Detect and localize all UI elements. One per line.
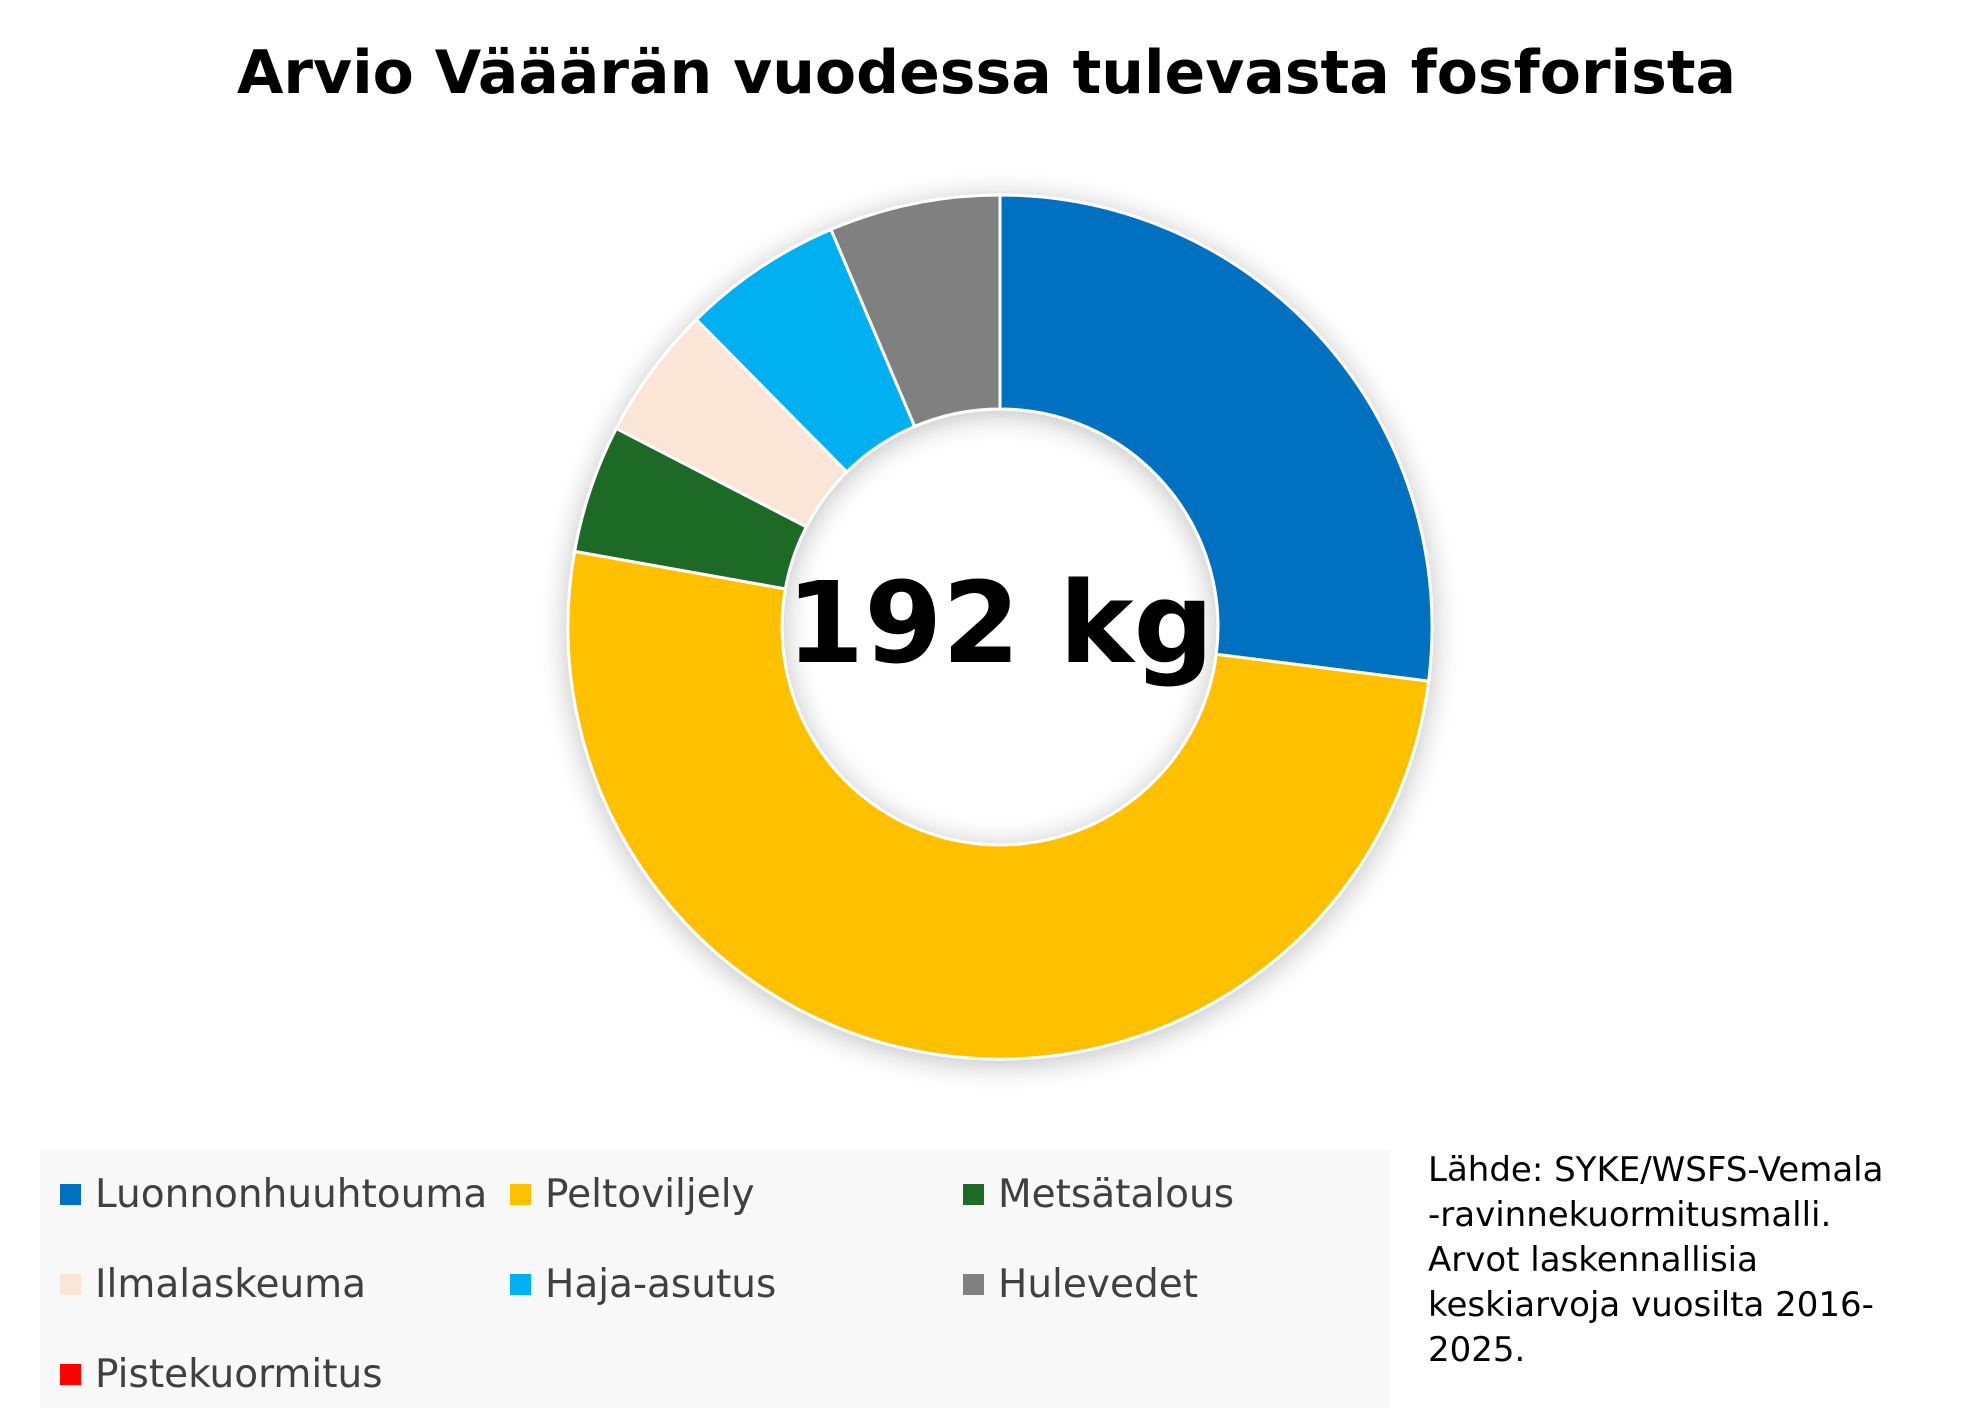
center-total-label: 192 kg — [786, 559, 1213, 689]
legend-label: Peltoviljely — [545, 1172, 755, 1217]
chart-title: Arvio Vääärän vuodessa tulevasta fosfori… — [236, 38, 1737, 108]
legend-swatch — [963, 1184, 984, 1205]
legend-label: Pistekuormitus — [95, 1352, 383, 1397]
donut-slice-hulevedet — [828, 193, 1002, 429]
source-line: -ravinnekuormitusmalli. — [1428, 1195, 1832, 1235]
legend-label: Metsätalous — [998, 1172, 1235, 1217]
legend-item: Peltoviljely — [510, 1172, 755, 1217]
legend-swatch — [60, 1274, 81, 1295]
legend-label: Ilmalaskeuma — [95, 1262, 367, 1307]
legend: Luonnonhuuhtouma Peltoviljely Metsätalous I… — [40, 1150, 1390, 1408]
source-line: 2025. — [1428, 1330, 1526, 1370]
legend-item: Luonnonhuuhtouma — [60, 1172, 487, 1217]
donut-slice-peltoviljely — [566, 549, 1431, 1061]
donut-slice-luonnonhuuhtouma — [998, 193, 1434, 683]
legend-swatch — [60, 1184, 81, 1205]
legend-swatch — [510, 1184, 531, 1205]
legend-item: Hulevedet — [963, 1262, 1198, 1307]
source-line: Lähde: SYKE/WSFS-Vemala — [1428, 1150, 1884, 1190]
source-line: keskiarvoja vuosilta 2016- — [1428, 1285, 1874, 1325]
legend-swatch — [510, 1274, 531, 1295]
legend-item: Metsätalous — [963, 1172, 1234, 1217]
legend-swatch — [963, 1274, 984, 1295]
legend-item: Haja-asutus — [510, 1262, 776, 1307]
legend-label: Luonnonhuuhtouma — [95, 1172, 488, 1217]
legend-label: Haja-asutus — [545, 1262, 777, 1307]
legend-label: Hulevedet — [998, 1262, 1198, 1307]
source-line: Arvot laskennallisia — [1428, 1240, 1758, 1280]
legend-item: Ilmalaskeuma — [60, 1262, 366, 1307]
source-note: Lähde: SYKE/WSFS-Vemala -ravinnekuormitu… — [1428, 1148, 1948, 1373]
donut-chart: 192 kg — [566, 193, 1434, 1061]
legend-item: Pistekuormitus — [60, 1352, 383, 1397]
legend-swatch — [60, 1364, 81, 1385]
